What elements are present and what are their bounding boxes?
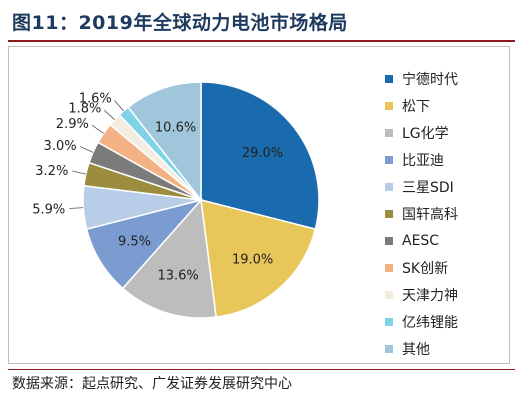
legend-item: LG化学 [385, 119, 503, 146]
data-label: 2.9% [56, 117, 89, 132]
source-rule [8, 369, 515, 370]
legend-label: 松下 [402, 98, 430, 115]
data-label: 10.6% [155, 120, 196, 135]
legend-swatch [385, 155, 393, 164]
leader-line [72, 170, 86, 175]
pie-slice [200, 199, 317, 318]
data-label: 13.6% [157, 268, 198, 283]
legend-label: 三星SDI [402, 179, 454, 196]
leader-line [80, 146, 94, 153]
leader-lines [69, 100, 124, 209]
legend-swatch [385, 209, 393, 218]
data-label: 3.0% [44, 139, 77, 154]
data-label: 19.0% [232, 252, 273, 267]
figure-title: 图11：2019年全球动力电池市场格局 [12, 12, 348, 34]
legend-label: 亿纬锂能 [402, 314, 458, 331]
legend-swatch [385, 344, 393, 353]
legend-swatch [385, 263, 393, 272]
leader-line [114, 100, 124, 112]
data-label: 1.6% [79, 91, 112, 106]
pie-slice [127, 81, 202, 203]
legend-swatch [385, 290, 393, 299]
legend-item: SK创新 [385, 254, 503, 281]
pie-slices [82, 81, 320, 319]
legend-item: 三星SDI [385, 173, 503, 200]
legend-swatch [385, 128, 393, 137]
legend-swatch [385, 182, 393, 191]
legend-label: 其他 [402, 341, 430, 358]
title-rule [8, 40, 515, 42]
legend-swatch [385, 236, 393, 245]
pie-chart: 29.0%19.0%13.6%9.5%5.9%3.2%3.0%2.9%1.8%1… [32, 81, 320, 319]
legend-label: AESC [402, 232, 440, 249]
source-note: 数据来源：起点研究、广发证券发展研究中心 [12, 376, 292, 392]
legend-item: AESC [385, 227, 503, 254]
legend-label: 国轩高科 [402, 206, 458, 223]
data-labels: 29.0%19.0%13.6%9.5%5.9%3.2%3.0%2.9%1.8%1… [32, 91, 283, 283]
legend-swatch [385, 101, 393, 110]
data-label: 3.2% [35, 164, 68, 179]
legend-item: 亿纬锂能 [385, 308, 503, 335]
legend-item: 其他 [385, 335, 503, 362]
data-label: 1.8% [68, 101, 101, 116]
pie-slice [200, 81, 320, 231]
legend-item: 宁德时代 [385, 65, 503, 92]
pie-slice [121, 198, 217, 319]
leader-line [104, 109, 115, 120]
legend-label: SK创新 [402, 260, 449, 277]
legend-label: 比亚迪 [402, 152, 444, 169]
legend-item: 松下 [385, 92, 503, 119]
legend-label: LG化学 [402, 125, 449, 142]
data-label: 9.5% [118, 235, 151, 250]
legend-item: 比亚迪 [385, 146, 503, 173]
legend-label: 天津力神 [402, 287, 458, 304]
legend-item: 天津力神 [385, 281, 503, 308]
legend: 宁德时代松下 LG化学比亚迪三星SDI 国轩高科 AESC SK创新天津力神亿纬锂能其他 [385, 65, 503, 362]
data-label: 5.9% [32, 203, 65, 218]
legend-swatch [385, 317, 393, 326]
chart-area: 29.0% 19.0% 13.6% 9.5% 5.9% 3.2% 3.0% 2.9% 1.8% 1… [8, 46, 510, 364]
data-label: 29.0% [242, 146, 283, 161]
legend-item: 国轩高科 [385, 200, 503, 227]
leader-line [69, 207, 84, 209]
leader-line [91, 125, 104, 134]
legend-label: 宁德时代 [402, 71, 458, 88]
legend-swatch [385, 74, 393, 83]
